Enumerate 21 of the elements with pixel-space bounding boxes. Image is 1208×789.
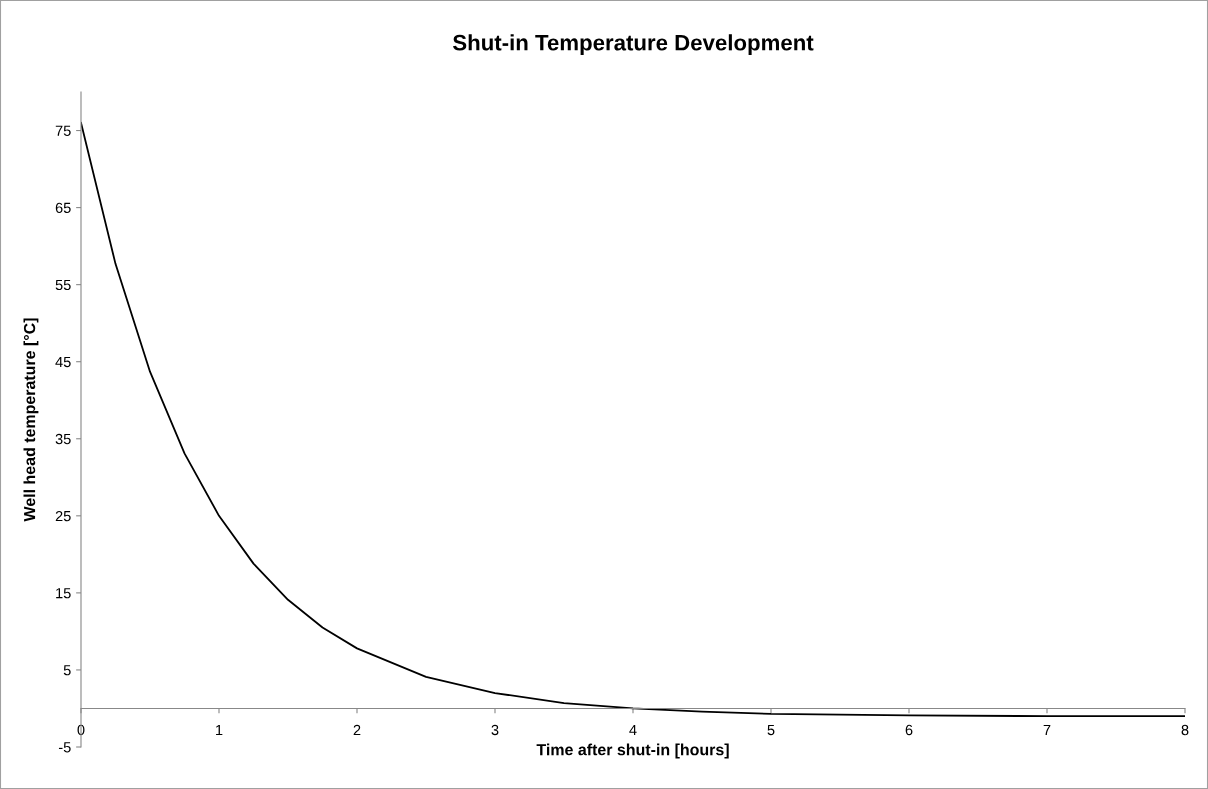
x-tick-label: 1: [216, 724, 223, 736]
x-axis-title: Time after shut-in [hours]: [536, 743, 729, 759]
y-axis-title: Well head temperature [°C]: [23, 318, 39, 522]
x-tick-label: 3: [491, 724, 499, 736]
x-tick-label: 5: [767, 724, 775, 736]
chart-title: Shut-in Temperature Development: [452, 34, 814, 55]
x-tick-label: 8: [1181, 724, 1189, 736]
y-tick-label: 25: [55, 510, 71, 522]
x-tick-label: 0: [77, 724, 85, 736]
x-tick-label: 2: [353, 724, 361, 736]
y-tick-label: -5: [58, 742, 71, 753]
y-tick-label: 55: [55, 279, 71, 291]
y-tick-label: 75: [55, 125, 71, 136]
y-tick-label: 65: [55, 202, 71, 214]
y-tick-label: 45: [55, 356, 71, 368]
x-tick-label: 4: [629, 724, 637, 736]
y-tick-label: 35: [55, 433, 71, 445]
x-tick-label: 6: [905, 724, 913, 736]
y-tick-label: 15: [56, 588, 71, 599]
y-tick-label: 5: [63, 665, 71, 676]
x-tick-label: 7: [1043, 724, 1051, 736]
